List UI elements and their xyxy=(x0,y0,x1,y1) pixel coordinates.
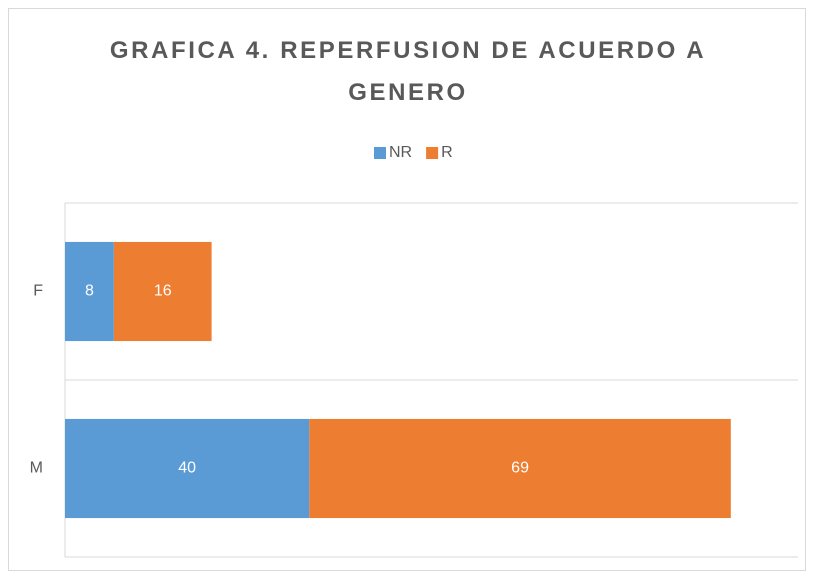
y-tick-label: F xyxy=(33,283,43,300)
chart-title: GRAFICA 4. REPERFUSION DE ACUERDO A GENE… xyxy=(109,37,707,106)
value-label: 8 xyxy=(85,283,94,300)
y-tick-label: M xyxy=(30,460,43,477)
bar-segment xyxy=(113,241,212,342)
legend-swatch xyxy=(426,147,439,159)
legend-label: NR xyxy=(389,144,412,161)
chart-frame xyxy=(8,8,806,571)
value-label: 16 xyxy=(154,283,172,300)
legend-label: R xyxy=(441,144,453,161)
legend-swatch xyxy=(374,147,386,159)
value-label: 69 xyxy=(511,460,529,477)
bar-segment xyxy=(65,418,310,519)
value-label: 40 xyxy=(178,460,196,477)
bar-segment xyxy=(309,418,731,519)
bar-segment xyxy=(65,241,114,342)
